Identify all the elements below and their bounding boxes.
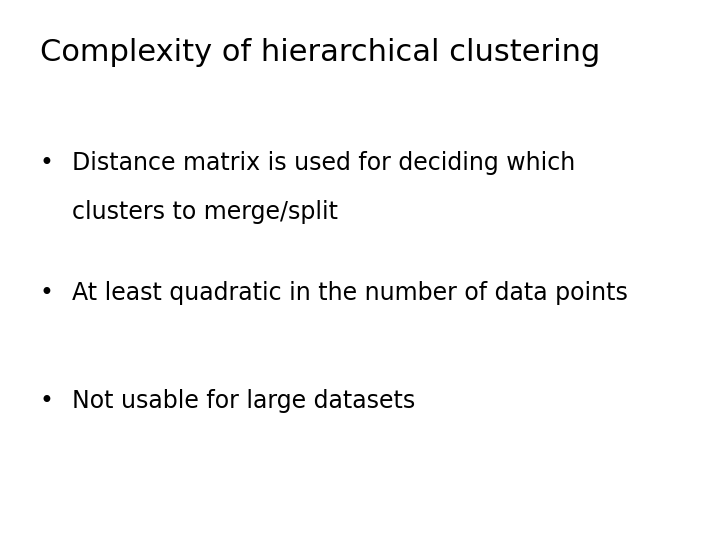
Text: clusters to merge/split: clusters to merge/split xyxy=(72,200,338,224)
Text: Not usable for large datasets: Not usable for large datasets xyxy=(72,389,415,413)
Text: •: • xyxy=(40,151,53,175)
Text: Complexity of hierarchical clustering: Complexity of hierarchical clustering xyxy=(40,38,600,67)
Text: •: • xyxy=(40,281,53,305)
Text: Distance matrix is used for deciding which: Distance matrix is used for deciding whi… xyxy=(72,151,575,175)
Text: At least quadratic in the number of data points: At least quadratic in the number of data… xyxy=(72,281,628,305)
Text: •: • xyxy=(40,389,53,413)
